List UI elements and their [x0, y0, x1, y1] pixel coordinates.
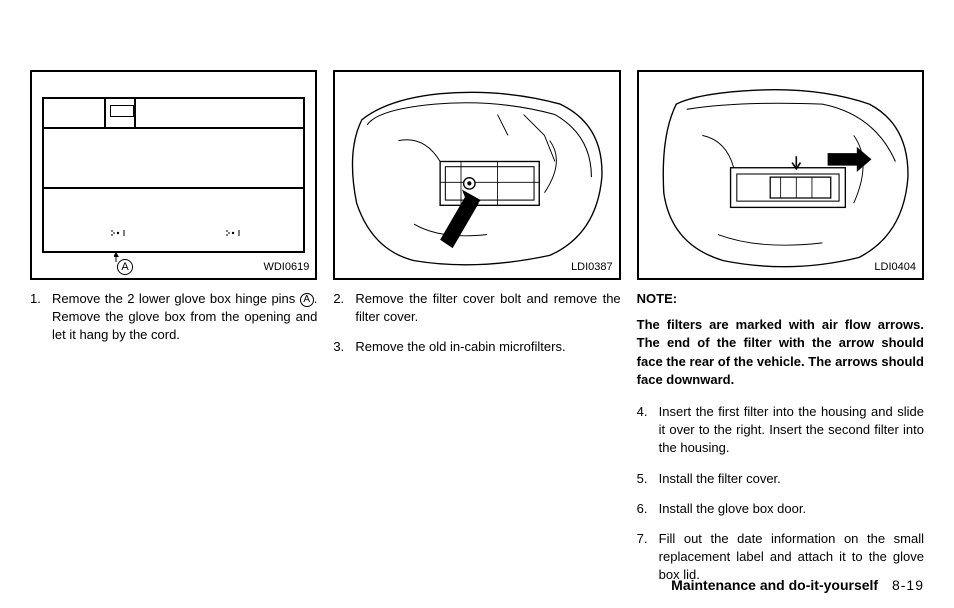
step-5: 5. Install the filter cover. — [659, 470, 924, 488]
step-3: 3. Remove the old in-cabin microfilters. — [355, 338, 620, 356]
step-2-text: Remove the filter cover bolt and remove … — [355, 291, 620, 324]
marker-A: A — [117, 259, 133, 275]
step-4: 4. Insert the first filter into the hous… — [659, 403, 924, 458]
footer-page: 8-19 — [892, 577, 924, 593]
glovebox-outline — [42, 97, 305, 253]
step-2-num: 2. — [333, 290, 344, 308]
step-4-text: Insert the first filter into the housing… — [659, 404, 924, 455]
hinge-pin-left-icon — [109, 227, 127, 239]
figure-c: LDI0404 — [637, 70, 924, 280]
glovebox-latch — [104, 99, 136, 127]
note-body: The filters are marked with air flow arr… — [637, 316, 924, 389]
col2-steps: 2. Remove the filter cover bolt and remo… — [333, 290, 620, 357]
glovebox-seam-2 — [44, 187, 303, 189]
step-1-num: 1. — [30, 290, 41, 308]
figure-c-id: LDI0404 — [874, 260, 916, 275]
step-5-num: 5. — [637, 470, 648, 488]
step-6: 6. Install the glove box door. — [659, 500, 924, 518]
step-6-text: Install the glove box door. — [659, 501, 806, 516]
column-2: LDI0387 2. Remove the filter cover bolt … — [333, 70, 620, 596]
step-7-num: 7. — [637, 530, 648, 548]
note-title: NOTE: — [637, 290, 924, 308]
step-4-num: 4. — [637, 403, 648, 421]
step-5-text: Install the filter cover. — [659, 471, 781, 486]
glovebox-seam-1 — [44, 127, 303, 129]
figure-a: A WDI0619 — [30, 70, 317, 280]
col1-steps: 1. Remove the 2 lower glove box hinge pi… — [30, 290, 317, 345]
filter-housing-sketch-1 — [341, 78, 612, 276]
page-footer: Maintenance and do-it-yourself 8-19 — [671, 576, 924, 596]
glovebox-latch-inner — [110, 105, 134, 117]
filter-housing-sketch-2 — [645, 78, 916, 276]
step-6-num: 6. — [637, 500, 648, 518]
step-1: 1. Remove the 2 lower glove box hinge pi… — [52, 290, 317, 345]
step-1-marker: A — [300, 293, 314, 307]
step-3-text: Remove the old in-cabin microfilters. — [355, 339, 565, 354]
step-2: 2. Remove the filter cover bolt and remo… — [355, 290, 620, 326]
figure-a-id: WDI0619 — [263, 260, 309, 275]
col3-steps: 4. Insert the first filter into the hous… — [637, 403, 924, 585]
footer-section: Maintenance and do-it-yourself — [671, 577, 878, 593]
column-1: A WDI0619 1. Remove the 2 lower glove bo… — [30, 70, 317, 596]
figure-b: LDI0387 — [333, 70, 620, 280]
step-1-pre: Remove the 2 lower glove box hinge pins — [52, 291, 300, 306]
page-columns: A WDI0619 1. Remove the 2 lower glove bo… — [30, 70, 924, 596]
figure-b-id: LDI0387 — [571, 260, 613, 275]
step-7-text: Fill out the date information on the sma… — [659, 531, 924, 582]
column-3: LDI0404 NOTE: The filters are marked wit… — [637, 70, 924, 596]
hinge-pin-right-icon — [224, 227, 242, 239]
step-3-num: 3. — [333, 338, 344, 356]
